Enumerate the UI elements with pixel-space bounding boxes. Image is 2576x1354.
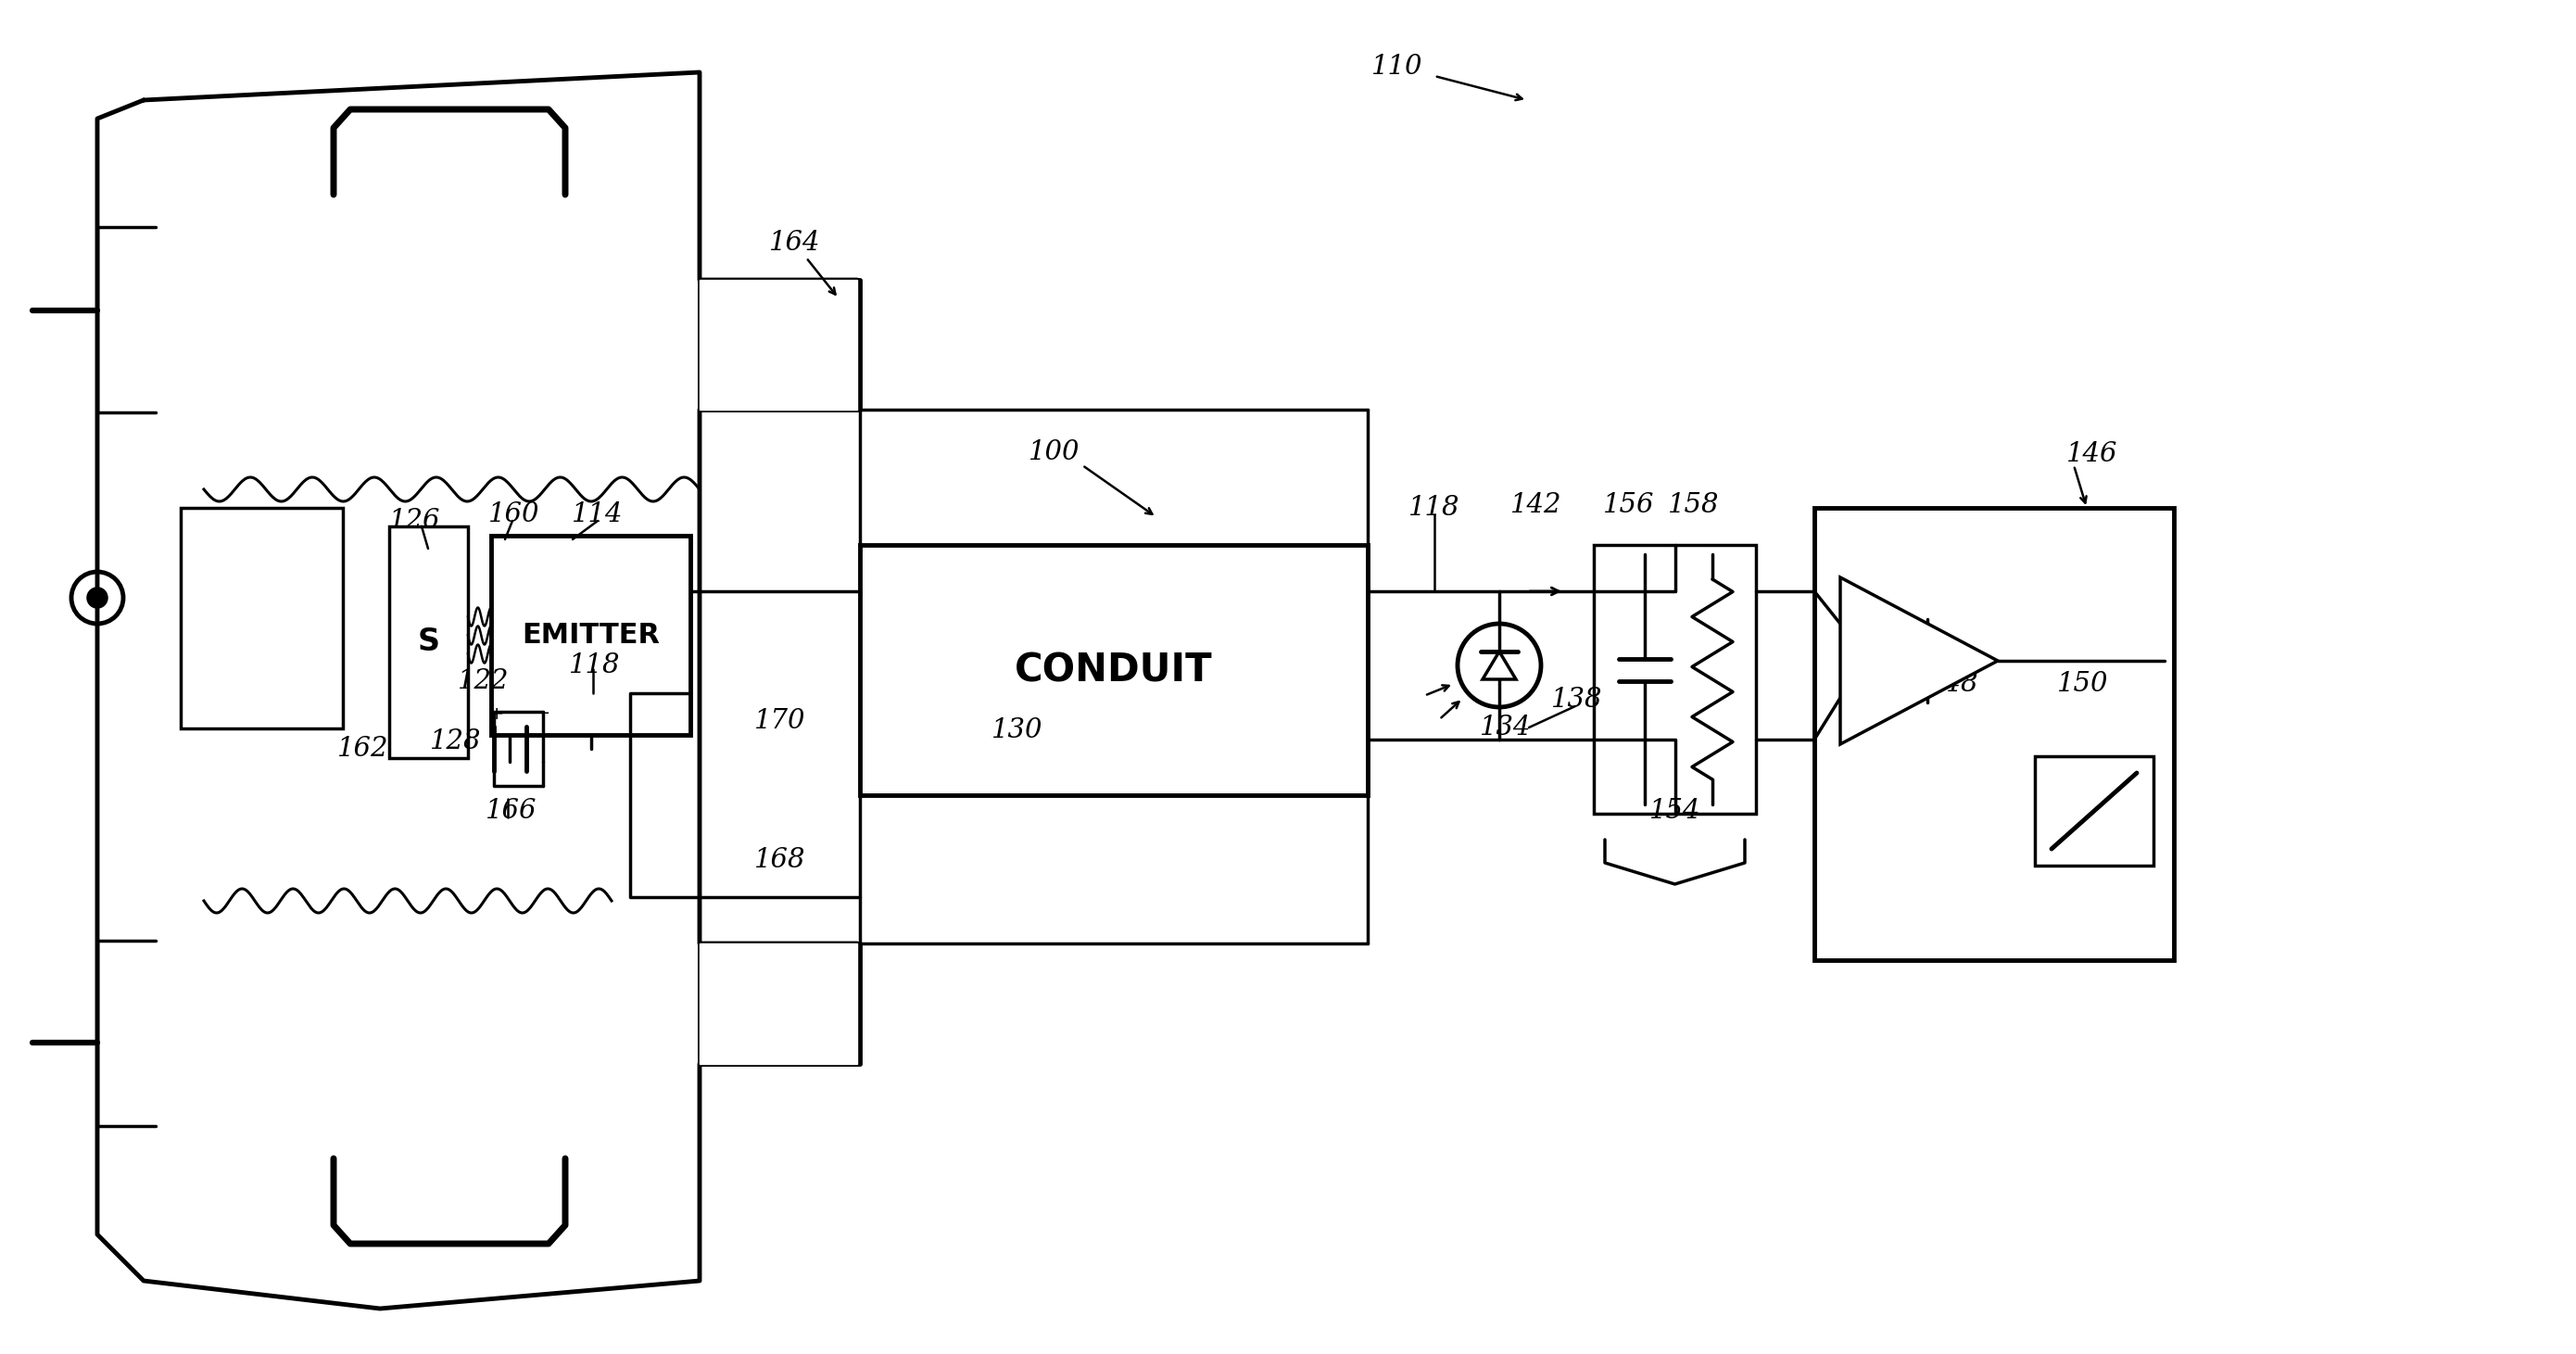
- Bar: [180, 508, 343, 728]
- Text: 110: 110: [1370, 54, 1422, 80]
- Text: 128: 128: [430, 728, 482, 754]
- Text: 146: 146: [2066, 441, 2117, 467]
- Circle shape: [1458, 624, 1540, 707]
- Text: 150: 150: [2058, 672, 2110, 697]
- Text: -: -: [544, 705, 551, 723]
- Text: +: +: [489, 705, 505, 723]
- Bar: [1595, 544, 1757, 814]
- Text: EMITTER: EMITTER: [523, 621, 659, 649]
- Polygon shape: [98, 72, 858, 1308]
- Text: 154: 154: [1649, 798, 1700, 823]
- Text: 160: 160: [489, 501, 541, 527]
- Text: 126: 126: [389, 508, 440, 533]
- Text: 170: 170: [755, 708, 806, 734]
- Text: 130: 130: [992, 718, 1043, 743]
- Text: 168: 168: [755, 848, 806, 873]
- Text: CONDUIT: CONDUIT: [1015, 650, 1213, 689]
- Circle shape: [72, 571, 124, 624]
- Text: 148: 148: [1927, 672, 1978, 697]
- Polygon shape: [701, 280, 858, 410]
- Bar: [860, 544, 1368, 795]
- Bar: [1814, 508, 2174, 960]
- Text: 122: 122: [459, 668, 510, 695]
- Bar: [492, 536, 690, 735]
- Text: 166: 166: [487, 798, 538, 823]
- Text: 162: 162: [337, 735, 389, 762]
- Text: 164: 164: [770, 230, 822, 256]
- Text: 100: 100: [1028, 439, 1079, 466]
- Bar: [389, 527, 469, 758]
- Text: 156: 156: [1602, 492, 1654, 519]
- Circle shape: [417, 547, 440, 571]
- Polygon shape: [1484, 651, 1515, 680]
- Text: S: S: [417, 627, 440, 658]
- Circle shape: [88, 589, 106, 607]
- Text: 118: 118: [1409, 496, 1461, 521]
- Text: 114: 114: [572, 501, 623, 527]
- Text: 142: 142: [1510, 492, 1561, 519]
- Bar: [2035, 757, 2154, 865]
- Polygon shape: [701, 944, 858, 1064]
- Text: 158: 158: [1669, 492, 1721, 519]
- Text: 134: 134: [1481, 715, 1533, 741]
- Circle shape: [417, 714, 440, 738]
- Text: 118: 118: [569, 653, 621, 678]
- Polygon shape: [1839, 577, 1999, 745]
- Text: 138: 138: [1551, 686, 1602, 712]
